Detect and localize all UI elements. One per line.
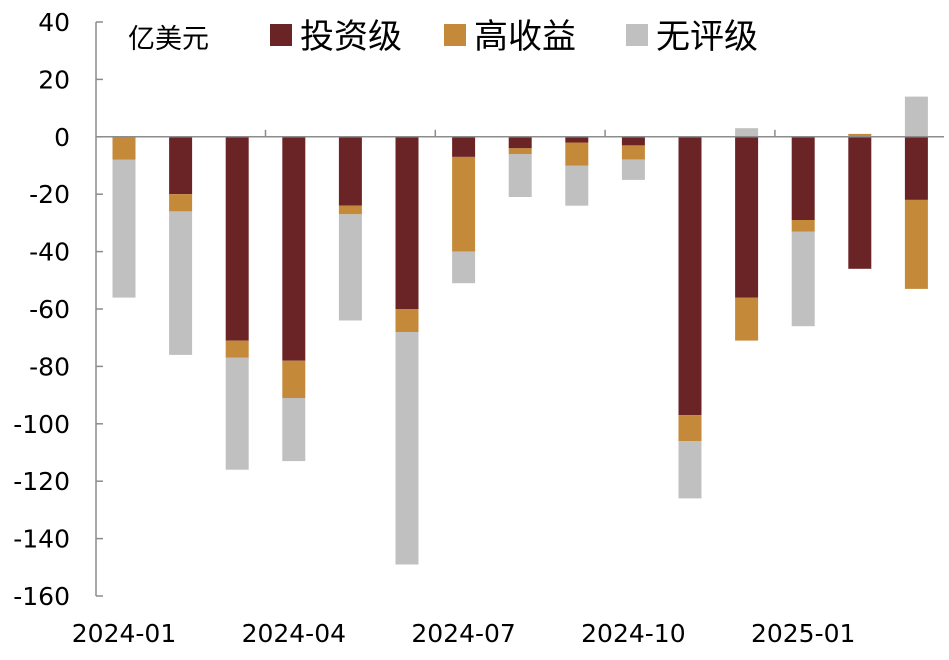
bar-segment-2024-01-series-1 <box>112 136 136 160</box>
legend-label-0: 投资级 <box>300 17 402 57</box>
bar-segment-2024-06-series-1 <box>395 309 419 332</box>
legend-swatch-1 <box>444 24 466 46</box>
bar-segment-2024-07-series-1 <box>452 156 476 252</box>
bar-segment-2024-11-series-2 <box>678 441 702 499</box>
bar-segment-2024-03-series-0 <box>225 136 249 341</box>
bar-segment-2025-02-series-0 <box>848 136 872 269</box>
bar-segment-2024-08-series-0 <box>508 136 532 149</box>
bar-segment-2024-01-series-2 <box>112 159 136 298</box>
bar-segment-2024-06-series-2 <box>395 332 419 565</box>
y-tick-label: -20 <box>29 180 70 209</box>
bar-segment-2024-07-series-0 <box>452 136 476 157</box>
y-tick-label: -80 <box>29 352 70 381</box>
bar-segment-2024-10-series-2 <box>621 159 645 180</box>
bar-segment-2024-03-series-1 <box>225 340 249 358</box>
y-tick-label: 20 <box>38 65 70 94</box>
bar-segment-2024-02-series-2 <box>169 211 193 355</box>
x-tick-label: 2024-07 <box>411 619 515 648</box>
bar-segment-2025-03-series-0 <box>904 136 928 200</box>
x-tick-label: 2024-04 <box>242 619 346 648</box>
bar-segment-2024-12-series-1 <box>735 297 759 341</box>
bar-segment-2024-12-series-2 <box>735 128 759 137</box>
legend-swatch-0 <box>270 24 292 46</box>
y-tick-label: 40 <box>38 8 70 37</box>
bar-segment-2024-04-series-0 <box>282 136 306 361</box>
bar-segment-2024-02-series-1 <box>169 194 193 212</box>
legend-label-1: 高收益 <box>474 17 576 57</box>
bars-layer <box>112 96 928 565</box>
bar-segment-2025-03-series-1 <box>904 199 928 289</box>
y-tick-label: -120 <box>13 467 70 496</box>
bar-segment-2024-10-series-0 <box>621 136 645 146</box>
bar-segment-2025-01-series-1 <box>791 220 815 232</box>
y-tick-label: -60 <box>29 295 70 324</box>
x-tick-label: 2024-10 <box>581 619 685 648</box>
bar-segment-2024-08-series-2 <box>508 154 532 197</box>
bar-segment-2024-11-series-0 <box>678 136 702 416</box>
bar-segment-2024-04-series-1 <box>282 360 306 398</box>
x-tick-label: 2024-01 <box>72 619 176 648</box>
bar-segment-2024-05-series-1 <box>338 205 362 215</box>
bar-segment-2024-05-series-0 <box>338 136 362 206</box>
bar-segment-2024-06-series-0 <box>395 136 419 309</box>
bar-segment-2024-07-series-2 <box>452 251 476 284</box>
unit-label: 亿美元 <box>128 24 209 55</box>
bar-segment-2025-03-series-2 <box>904 96 928 137</box>
y-tick-label: -40 <box>29 238 70 267</box>
axes-layer: 40 20 0 -20 -40 -60 -80 -100 -120 -140 -1602024-01… <box>13 8 944 648</box>
bar-segment-2024-11-series-1 <box>678 415 702 441</box>
y-tick-label: -160 <box>13 582 70 611</box>
bar-segment-2024-05-series-2 <box>338 214 362 321</box>
y-tick-label: -140 <box>13 525 70 554</box>
y-tick-label: 0 <box>54 123 70 152</box>
bar-segment-2025-02-series-1 <box>848 133 872 137</box>
legend-label-2: 无评级 <box>656 17 758 57</box>
x-tick-label: 2025-01 <box>751 619 855 648</box>
bar-segment-2025-01-series-0 <box>791 136 815 220</box>
legend-swatch-2 <box>626 24 648 46</box>
bar-segment-2024-09-series-2 <box>565 165 589 206</box>
bar-segment-2024-03-series-2 <box>225 357 249 470</box>
bar-segment-2024-02-series-0 <box>169 136 193 195</box>
bar-segment-2024-09-series-0 <box>565 136 589 143</box>
bar-segment-2024-12-series-0 <box>735 136 759 298</box>
bar-segment-2024-08-series-1 <box>508 148 532 154</box>
legend: 投资级 高收益 无评级 <box>270 17 758 57</box>
bar-segment-2024-04-series-2 <box>282 398 306 462</box>
y-tick-label: -100 <box>13 410 70 439</box>
bar-segment-2024-09-series-1 <box>565 142 589 166</box>
bar-segment-2025-01-series-2 <box>791 231 815 327</box>
bar-segment-2024-10-series-1 <box>621 145 645 160</box>
